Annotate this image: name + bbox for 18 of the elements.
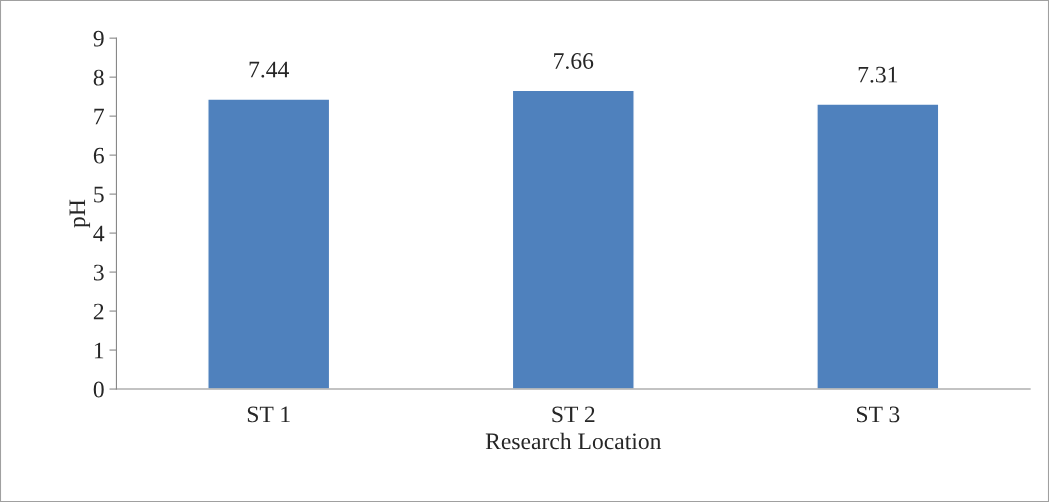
y-tick-label: 9 <box>93 30 104 47</box>
x-tick-label: ST 2 <box>552 406 595 423</box>
data-label: 7.31 <box>858 66 898 83</box>
y-tick-label: 3 <box>93 264 104 281</box>
y-tick-label: 6 <box>93 147 104 164</box>
y-tick-label: 5 <box>94 186 104 203</box>
y-tick-label: 7 <box>94 108 104 125</box>
y-tick-label: 0 <box>93 381 104 398</box>
y-tick-label: 8 <box>93 69 104 86</box>
x-tick-label: ST 1 <box>247 406 290 423</box>
y-tick-label: 4 <box>93 225 105 242</box>
y-tick-label: 1 <box>94 342 104 359</box>
x-tick-label: ST 3 <box>856 406 900 423</box>
data-label: 7.44 <box>249 61 290 78</box>
y-tick-label: 2 <box>93 303 104 320</box>
x-axis-title: Research Location <box>485 432 662 450</box>
y-axis-title: pH <box>69 199 91 228</box>
data-label: 7.66 <box>554 53 594 70</box>
